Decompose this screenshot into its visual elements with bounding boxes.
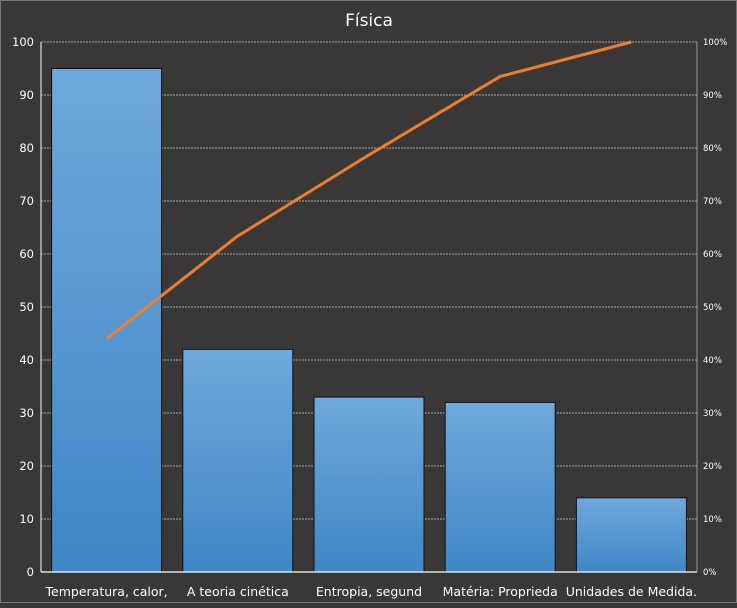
bar xyxy=(182,348,294,573)
y-tick-label: 90 xyxy=(19,88,34,102)
y2-tick-label: 60% xyxy=(703,250,722,260)
x-tick-label: Matéria: Proprieda xyxy=(443,584,558,599)
y-tick-label: 70 xyxy=(19,194,34,208)
y2-tick-label: 100% xyxy=(703,38,727,48)
y-tick-label: 10 xyxy=(19,512,34,526)
bar xyxy=(575,497,687,573)
y2-tick-label: 50% xyxy=(703,303,722,313)
y2-tick-label: 10% xyxy=(703,515,722,525)
y2-tick-label: 40% xyxy=(703,356,722,366)
x-tick-label: A teoria cinética xyxy=(187,584,289,599)
x-tick-label: Temperatura, calor, xyxy=(45,584,168,599)
y-tick-label: 80 xyxy=(19,141,34,155)
bar xyxy=(51,68,163,573)
y2-tick-label: 30% xyxy=(703,409,722,419)
y2-tick-label: 20% xyxy=(703,462,722,472)
bar xyxy=(313,396,425,573)
y-tick-label: 100 xyxy=(12,35,34,49)
bar xyxy=(444,401,556,573)
y-tick-label: 60 xyxy=(19,247,34,261)
y2-tick-label: 80% xyxy=(703,144,722,154)
y2-tick-label: 90% xyxy=(703,91,722,101)
y-tick-label: 0 xyxy=(27,565,34,579)
cumulative-line xyxy=(105,40,632,340)
y2-tick-label: 0% xyxy=(703,568,717,578)
x-tick-label: Unidades de Medida. xyxy=(566,584,697,599)
y-tick-label: 50 xyxy=(19,300,34,314)
chart-title: Física xyxy=(345,11,393,31)
y-tick-label: 30 xyxy=(19,406,34,420)
y2-tick-label: 70% xyxy=(703,197,722,207)
y-tick-label: 40 xyxy=(19,353,34,367)
x-tick-label: Entropia, segund xyxy=(316,584,422,599)
y-tick-label: 20 xyxy=(19,459,34,473)
